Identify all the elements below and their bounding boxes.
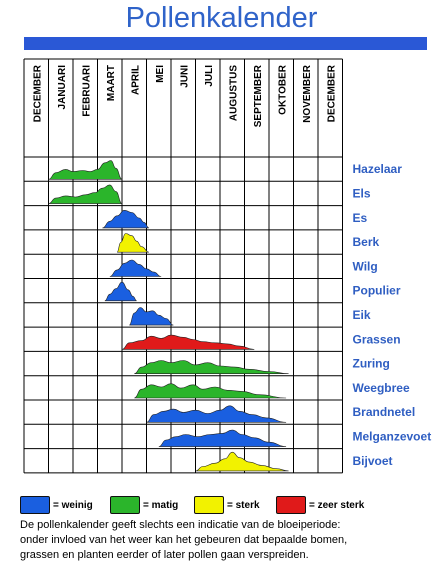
month-label: MEI <box>155 65 166 83</box>
month-label: NOVEMBER <box>302 64 313 123</box>
footnote: De pollenkalender geeft slechts een indi… <box>20 518 440 563</box>
legend-label-matig: = matig <box>143 499 179 511</box>
legend-item-zeer-sterk: = zeer sterk <box>276 494 364 516</box>
plant-label: Bijvoet <box>353 454 393 468</box>
month-label: JULI <box>204 65 215 87</box>
plant-label: Zuring <box>353 357 390 371</box>
pollen-area-melganzevoet <box>158 429 287 447</box>
month-label: JANUARI <box>57 65 68 110</box>
pollen-area-wilg <box>109 259 162 277</box>
legend-swatch-sterk <box>194 496 224 514</box>
pollen-area-es <box>102 209 149 229</box>
month-label: APRIL <box>130 65 141 95</box>
month-label: OKTOBER <box>277 64 288 115</box>
legend-swatch-matig <box>110 496 140 514</box>
month-label: FEBRUARI <box>81 65 92 117</box>
legend-label-zeer-sterk: = zeer sterk <box>309 499 365 511</box>
month-label: DECEMBER <box>32 64 43 122</box>
pollen-area-eik <box>129 307 174 326</box>
plant-label: Brandnetel <box>353 405 416 419</box>
pollen-area-brandnetel <box>146 405 287 423</box>
plant-label: Weegbree <box>353 381 410 395</box>
pollen-area-bijvoet <box>195 451 289 472</box>
month-label: JUNI <box>179 65 190 88</box>
footnote-line: grassen en planten eerder of later polle… <box>20 549 309 561</box>
plant-label: Eik <box>353 308 371 322</box>
pollen-area-berk <box>116 233 149 253</box>
legend-swatch-weinig <box>20 496 50 514</box>
chart-title: Pollenkalender <box>125 2 318 34</box>
pollen-area-weegbree <box>134 383 287 399</box>
pollen-calendar-chart: DECEMBER JANUARI FEBRUARI MAART APRIL MEI JUNI… <box>23 58 432 474</box>
pollen-area-els <box>48 184 123 204</box>
pollen-area-grassen <box>121 334 255 350</box>
legend-item-sterk: = sterk <box>194 494 260 516</box>
pollen-area-populier <box>104 281 137 302</box>
legend: = weinig = matig = sterk = zeer sterk <box>20 494 440 516</box>
pollen-area-hazelaar <box>48 160 123 180</box>
month-label: MAART <box>106 65 117 101</box>
plant-label: Wilg <box>353 259 378 273</box>
title-bar <box>24 37 427 50</box>
plant-label: Melganzevoet <box>353 429 432 443</box>
legend-item-weinig: = weinig <box>20 494 93 516</box>
month-label: DECEMBER <box>326 64 337 122</box>
legend-swatch-zeer-sterk <box>276 496 306 514</box>
footnote-line: onder invloed van het weer kan het gebeu… <box>20 534 348 546</box>
legend-label-weinig: = weinig <box>53 499 93 511</box>
pollen-area-zuring <box>134 360 289 374</box>
plant-label: Hazelaar <box>353 162 403 176</box>
plant-label: Berk <box>353 235 380 249</box>
plant-label: Populier <box>353 284 401 298</box>
plant-label: Els <box>353 186 371 200</box>
month-label: AUGUSTUS <box>228 65 239 121</box>
legend-label-sterk: = sterk <box>227 499 260 511</box>
plant-label: Grassen <box>353 332 401 346</box>
legend-item-matig: = matig <box>110 494 178 516</box>
month-label: SEPTEMBER <box>253 64 264 127</box>
plant-label: Es <box>353 211 368 225</box>
footnote-line: De pollenkalender geeft slechts een indi… <box>20 519 341 531</box>
